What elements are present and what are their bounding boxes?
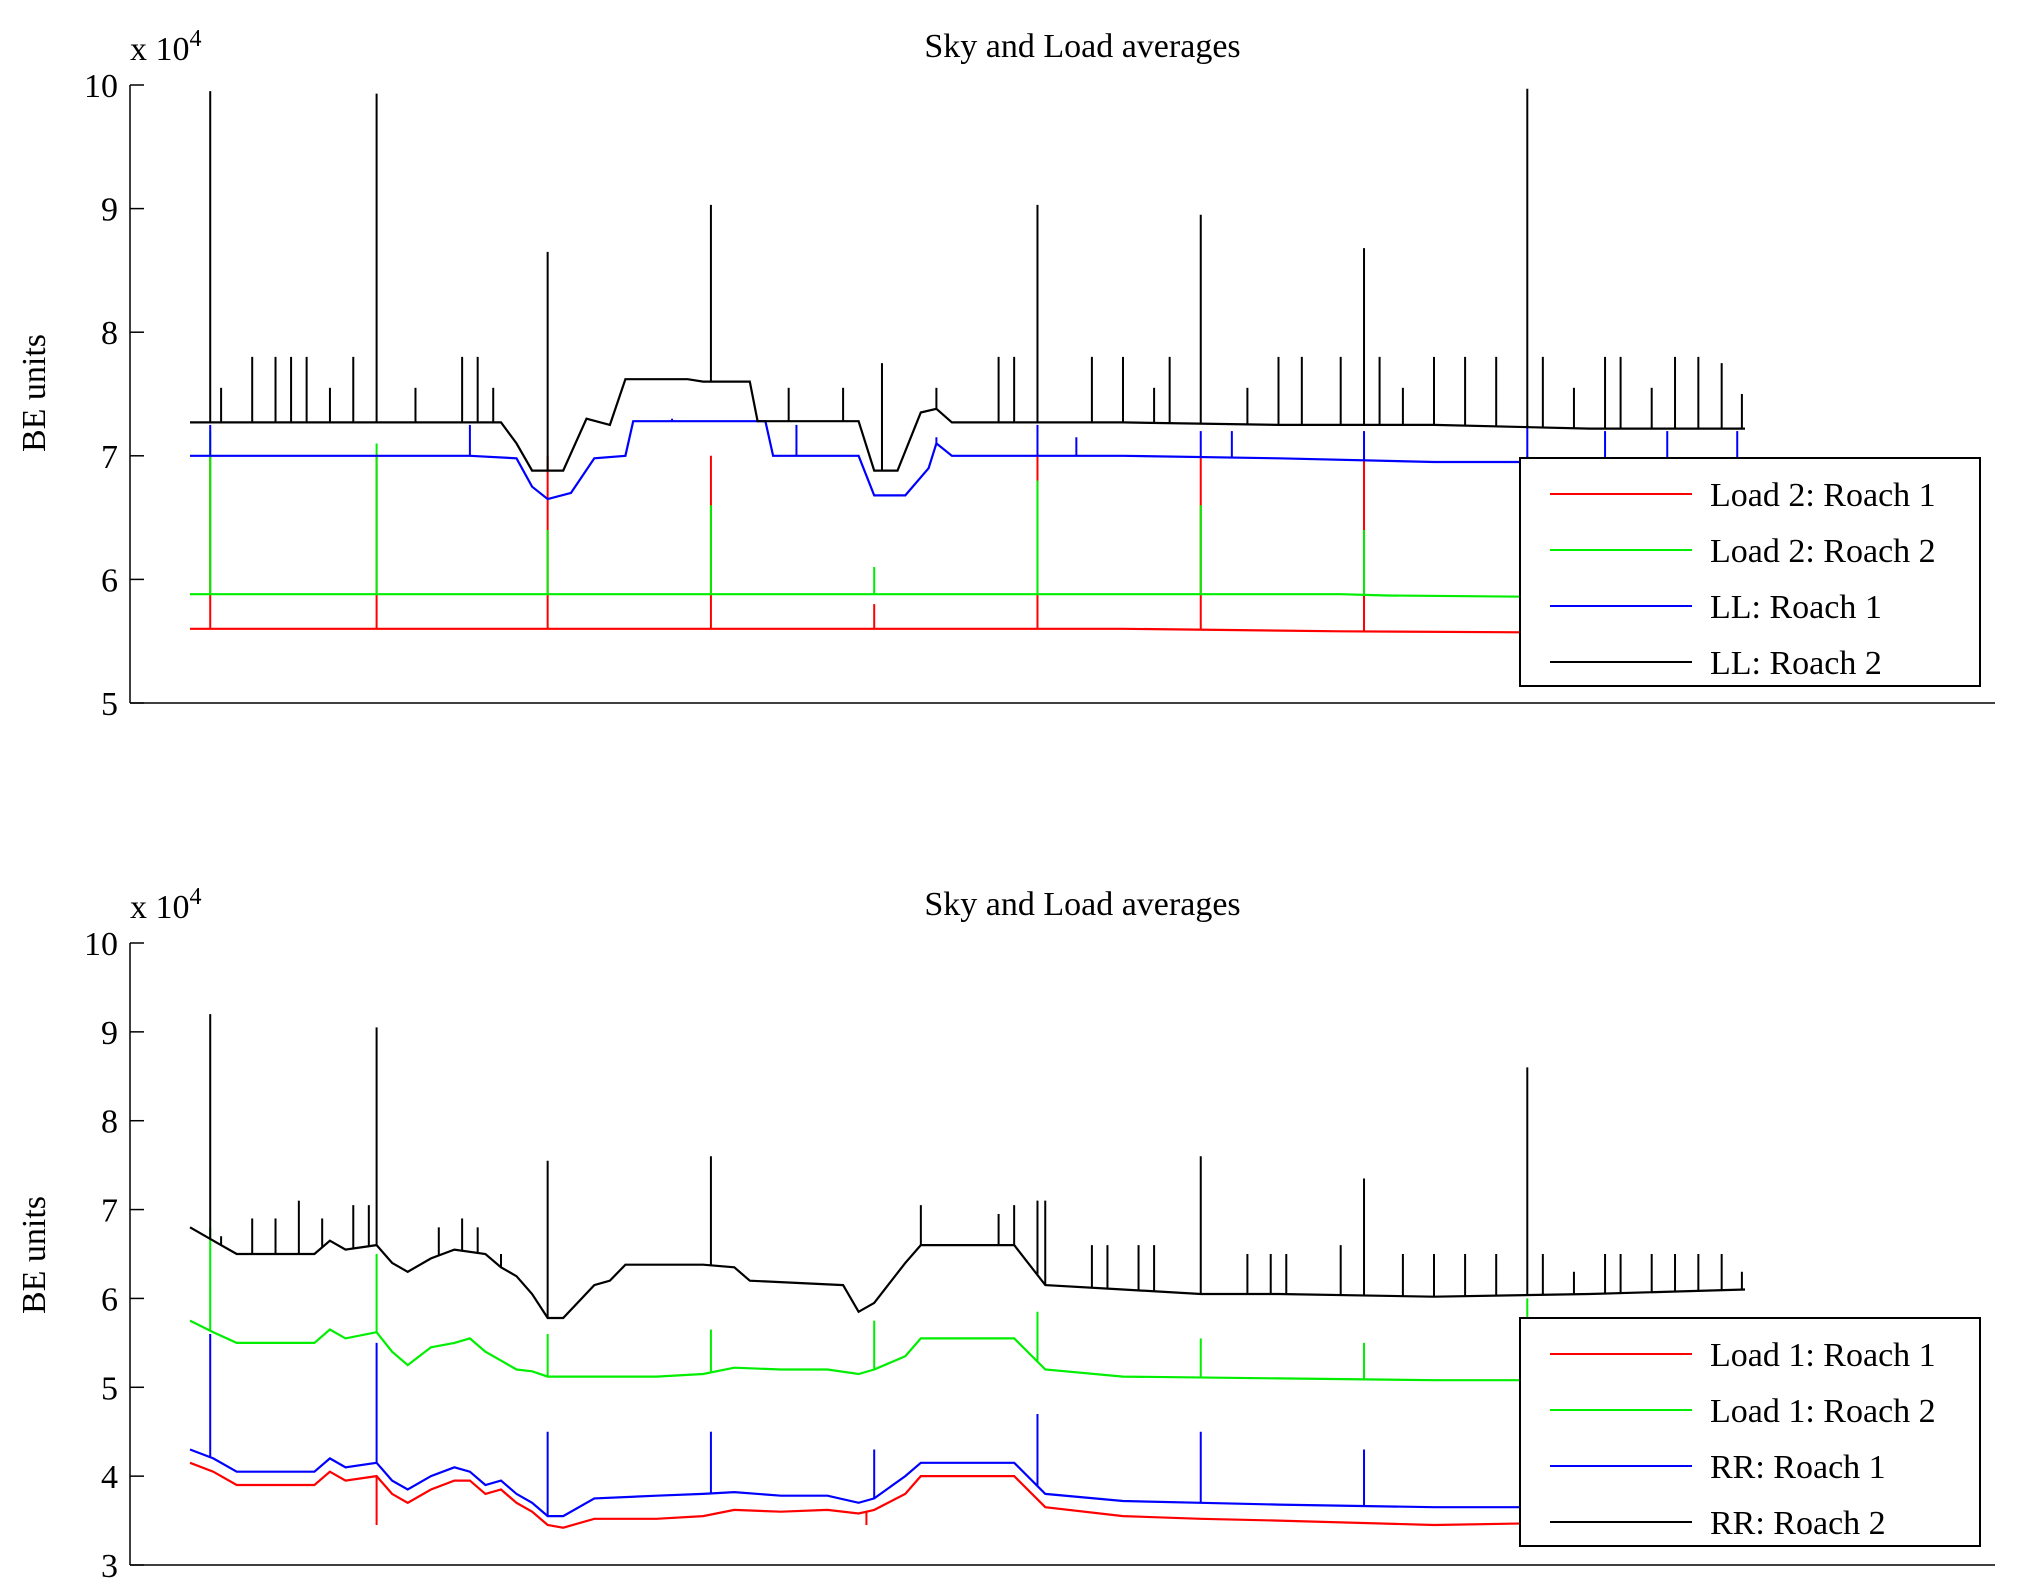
y-tick-label: 5	[101, 686, 118, 723]
legend-label: RR: Roach 1	[1710, 1449, 1886, 1486]
legend-label: Load 2: Roach 2	[1710, 533, 1936, 570]
series-line-load-2-roach-1	[190, 627, 1746, 635]
series-ll-roach-1	[190, 418, 1746, 501]
y-axis-label: BE units	[16, 334, 53, 452]
series-line-ll-roach-2	[190, 378, 1745, 472]
y-tick-label: 10	[84, 926, 118, 963]
y-tick-label: 9	[101, 192, 118, 229]
legend-box	[1519, 457, 1981, 687]
y-multiplier-label: x 104	[130, 26, 202, 68]
y-tick-label: 8	[101, 1104, 118, 1141]
series-rr-roach-1	[189, 1333, 1745, 1518]
y-tick-label: 6	[101, 562, 118, 599]
y-tick-label: 4	[101, 1459, 118, 1496]
series-line-rr-roach-2	[189, 1226, 1746, 1320]
series-line-load-2-roach-2	[190, 593, 1745, 598]
chart-panel-bottom: Sky and Load averages x 104 BE units 3 4 5 6 7 8…	[16, 884, 1995, 1585]
y-tick-label: 3	[101, 1548, 118, 1585]
y-tick-label: 5	[101, 1370, 118, 1407]
legend-label: LL: Roach 1	[1710, 589, 1882, 626]
y-tick-label: 7	[101, 1193, 118, 1230]
legend-label: LL: Roach 2	[1710, 645, 1882, 682]
series-load-2-roach-1	[190, 455, 1746, 635]
legend-label: Load 1: Roach 1	[1710, 1337, 1936, 1374]
y-tick-label: 8	[101, 315, 118, 352]
y-tick-label: 10	[84, 68, 118, 105]
y-multiplier-label: x 104	[130, 884, 202, 926]
series-load-1-roach-1	[189, 1461, 1745, 1529]
y-tick-label: 9	[101, 1015, 118, 1052]
y-multiplier-exponent: 4	[190, 884, 202, 910]
y-tick-label: 7	[101, 439, 118, 476]
chart-title: Sky and Load averages	[924, 28, 1240, 65]
series-ll-roach-2	[190, 88, 1745, 472]
y-multiplier-exponent: 4	[190, 26, 202, 52]
series-load-1-roach-2	[189, 1227, 1745, 1382]
legend-label: Load 1: Roach 2	[1710, 1393, 1936, 1430]
y-axis-label: BE units	[16, 1196, 53, 1314]
series-rr-roach-2	[189, 1014, 1746, 1320]
chart-title: Sky and Load averages	[924, 886, 1240, 923]
legend-label: Load 2: Roach 1	[1710, 477, 1936, 514]
chart-panel-top: Sky and Load averages x 104 BE units 5 6 7 8 9 1…	[16, 26, 1995, 723]
legend: Load 1: Roach 1 Load 1: Roach 2 RR: Roach …	[1519, 1317, 1981, 1547]
series-line-ll-roach-1	[190, 420, 1746, 501]
series-line-load-1-roach-2	[189, 1319, 1745, 1382]
legend-label: RR: Roach 2	[1710, 1505, 1886, 1542]
y-tick-label: 6	[101, 1281, 118, 1318]
series-line-load-1-roach-1	[189, 1461, 1745, 1529]
legend-box	[1519, 1317, 1981, 1547]
series-line-rr-roach-1	[189, 1448, 1745, 1518]
legend: Load 2: Roach 1 Load 2: Roach 2 LL: Roach …	[1519, 457, 1981, 687]
